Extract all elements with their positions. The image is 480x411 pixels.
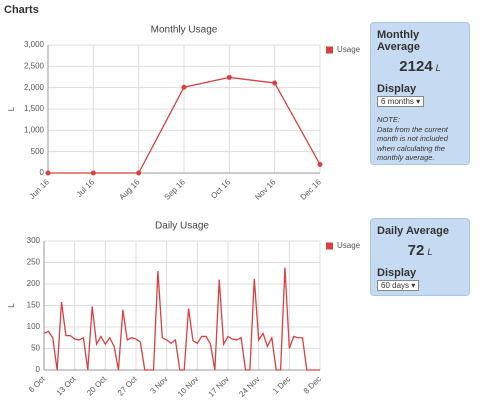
x-tick-label: 27 Oct <box>116 374 140 398</box>
average: 2124 L <box>377 58 463 75</box>
x-tick-label: Jul 16 <box>75 177 97 199</box>
series-line <box>43 267 320 371</box>
note-title: NOTE: <box>377 115 400 124</box>
point <box>136 170 142 176</box>
y-tick-label: 1,000 <box>24 125 45 134</box>
display-label: Display <box>377 83 417 95</box>
point <box>272 80 278 86</box>
x-tick-label: 3 Nov <box>148 375 169 396</box>
unit: L <box>435 63 441 73</box>
x-tick-label: Jun 16 <box>28 177 52 201</box>
panel-title: Monthly Average <box>377 29 421 53</box>
x-tick-label: 1 Dec <box>271 375 292 396</box>
x-tick-label: 10 Nov <box>176 375 200 399</box>
legend-swatch <box>326 242 333 250</box>
y-tick-label: 2,500 <box>24 61 45 70</box>
y-tick-label: 500 <box>31 147 45 156</box>
y-tick-label: 3,000 <box>24 40 45 49</box>
x-tick-label: Dec 16 <box>299 177 324 202</box>
point <box>317 161 323 167</box>
select-text: 6 months <box>381 97 414 106</box>
note-text: Data from the current month is not inclu… <box>377 124 448 163</box>
unit: L <box>427 247 433 257</box>
y-tick-label: 250 <box>27 258 41 267</box>
average: 72 L <box>377 242 463 259</box>
range-select[interactable]: 6 months ▾ <box>377 96 425 107</box>
y-tick-label: 2,000 <box>24 83 45 92</box>
legend-label: Usage <box>337 45 361 54</box>
x-tick-label: 8 Dec <box>302 375 323 396</box>
select-text: 60 days <box>381 281 410 290</box>
legend-label: Usage <box>337 241 361 250</box>
panel-title: Daily Average <box>377 225 449 237</box>
x-tick-label: 20 Oct <box>85 374 109 398</box>
legend-swatch <box>326 46 333 54</box>
x-tick-label: Nov 16 <box>253 177 278 202</box>
x-tick-label: 24 Nov <box>237 375 261 399</box>
point <box>181 84 187 90</box>
x-tick-label: Sep 16 <box>163 177 188 202</box>
average-value: 2124 <box>399 58 433 75</box>
y-tick-label: 200 <box>27 279 41 288</box>
point <box>90 170 96 176</box>
x-tick-label: Oct 16 <box>209 177 232 200</box>
chart-title: Monthly Usage <box>151 25 218 36</box>
point <box>226 74 232 80</box>
y-tick-label: 0 <box>40 168 45 177</box>
range-select[interactable]: 60 days ▾ <box>377 280 420 291</box>
point <box>45 170 51 176</box>
daily-panel: Daily Average 72 L Display 60 days ▾ <box>370 218 470 296</box>
y-tick-label: 150 <box>27 301 41 310</box>
display-label: Display <box>377 267 417 279</box>
heading: Charts <box>4 4 39 16</box>
x-tick-label: 17 Nov <box>207 375 231 399</box>
x-tick-label: Aug 16 <box>117 177 142 202</box>
y-axis-label: L <box>7 106 16 111</box>
x-tick-label: 13 Oct <box>55 374 79 398</box>
y-tick-label: 300 <box>27 236 41 245</box>
y-axis-label: L <box>7 303 16 308</box>
y-tick-label: 100 <box>27 322 41 331</box>
y-tick-label: 1,500 <box>24 104 45 113</box>
monthly-panel: Monthly Average 2124 L Display 6 months ▾… <box>370 22 470 165</box>
x-tick-label: 6 Oct <box>27 374 47 394</box>
average-value: 72 <box>407 242 425 259</box>
y-tick-label: 0 <box>36 365 41 374</box>
note: NOTE: Data from the current month is not … <box>377 115 463 163</box>
chart-title: Daily Usage <box>155 221 209 232</box>
y-tick-label: 50 <box>31 344 40 353</box>
